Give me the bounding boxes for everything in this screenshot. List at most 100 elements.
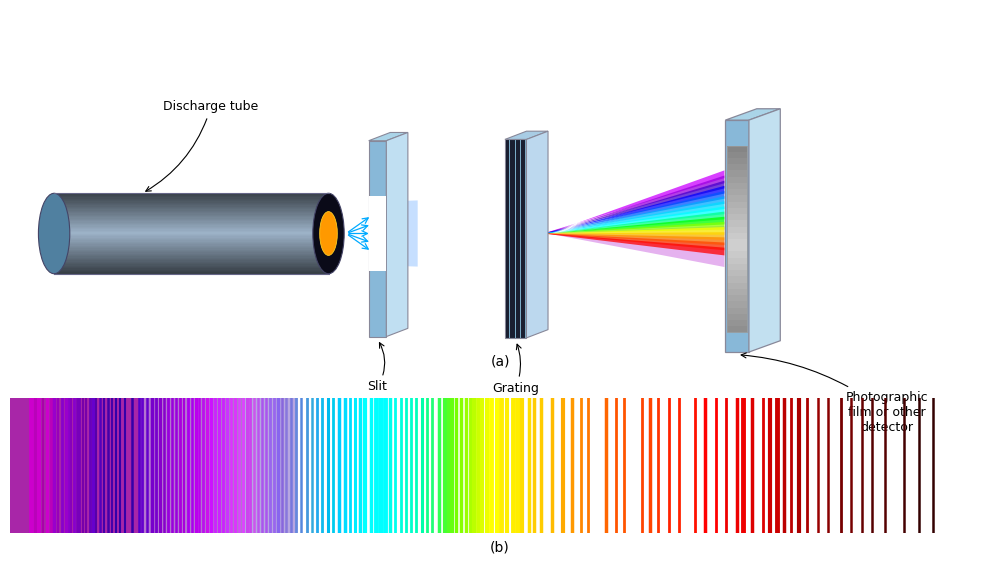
Polygon shape [54,256,328,257]
Polygon shape [54,211,328,212]
Polygon shape [727,214,747,221]
Polygon shape [543,234,724,250]
Polygon shape [54,271,328,272]
Polygon shape [54,204,328,205]
Polygon shape [543,222,724,234]
Polygon shape [54,267,328,268]
Polygon shape [727,246,747,252]
Polygon shape [54,247,328,248]
Polygon shape [526,131,548,338]
Polygon shape [54,222,328,223]
Polygon shape [54,198,328,200]
Text: Photographic
film or other
detector: Photographic film or other detector [741,353,928,434]
Polygon shape [54,243,328,244]
Polygon shape [54,207,328,208]
Polygon shape [543,232,724,240]
Polygon shape [727,183,747,189]
Polygon shape [54,268,328,270]
Polygon shape [54,197,328,198]
Text: (b): (b) [490,540,510,555]
Polygon shape [54,205,328,207]
Polygon shape [54,213,328,215]
Polygon shape [727,239,747,246]
Polygon shape [54,194,328,196]
Text: (a): (a) [490,354,510,369]
Polygon shape [543,206,724,234]
Polygon shape [727,258,747,264]
Polygon shape [54,216,328,217]
Polygon shape [54,264,328,266]
Polygon shape [54,251,328,252]
Polygon shape [54,270,328,271]
Polygon shape [54,200,328,201]
Polygon shape [543,226,724,267]
Polygon shape [54,257,328,259]
Polygon shape [727,208,747,214]
Text: Discharge tube: Discharge tube [146,100,259,191]
Polygon shape [727,276,747,282]
Polygon shape [369,141,386,337]
Polygon shape [54,263,328,264]
Polygon shape [54,215,328,216]
Bar [245,397,297,533]
Polygon shape [54,231,328,232]
Polygon shape [54,266,328,267]
Polygon shape [727,252,747,258]
Polygon shape [727,270,747,276]
Polygon shape [543,196,724,234]
Polygon shape [727,326,747,332]
Polygon shape [727,289,747,295]
Polygon shape [54,212,328,213]
Polygon shape [54,208,328,209]
Polygon shape [54,238,328,239]
Polygon shape [54,201,328,202]
Bar [10,397,141,533]
Polygon shape [54,259,328,260]
Ellipse shape [38,193,70,274]
Polygon shape [727,301,747,307]
Polygon shape [54,246,328,247]
Polygon shape [54,227,328,228]
Polygon shape [727,307,747,314]
Polygon shape [54,235,328,236]
Polygon shape [543,170,724,234]
Polygon shape [54,209,328,211]
Polygon shape [54,248,328,249]
Polygon shape [54,260,328,261]
Polygon shape [727,164,747,171]
Polygon shape [727,171,747,177]
Text: Slit: Slit [368,342,387,393]
Polygon shape [54,226,328,227]
Polygon shape [543,234,724,245]
Polygon shape [369,133,408,141]
Polygon shape [543,211,724,234]
Ellipse shape [320,211,337,255]
Polygon shape [54,220,328,222]
Polygon shape [54,244,328,246]
Polygon shape [54,253,328,255]
Polygon shape [727,146,747,152]
Polygon shape [727,320,747,326]
Polygon shape [505,139,526,338]
Polygon shape [727,158,747,164]
Polygon shape [543,181,724,234]
Polygon shape [54,230,328,231]
Polygon shape [727,227,747,233]
Polygon shape [54,242,328,243]
Polygon shape [727,196,747,202]
Polygon shape [54,232,328,234]
Polygon shape [54,239,328,240]
Polygon shape [727,233,747,239]
Polygon shape [54,261,328,263]
Text: Grating: Grating [492,344,539,395]
Polygon shape [727,314,747,320]
Polygon shape [54,228,328,230]
Polygon shape [54,272,328,274]
Polygon shape [505,131,548,139]
Polygon shape [725,109,780,120]
Polygon shape [386,200,418,266]
Polygon shape [54,249,328,251]
Polygon shape [54,193,328,194]
Polygon shape [386,133,408,337]
Ellipse shape [313,193,344,274]
